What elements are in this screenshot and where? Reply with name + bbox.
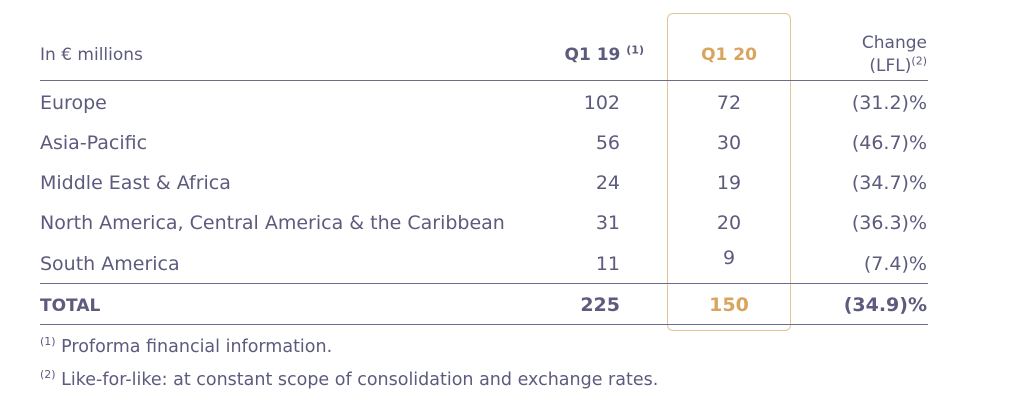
region-cell: Asia-Pacific — [40, 132, 148, 154]
change-cell: (46.7)% — [851, 132, 927, 154]
q1-20-cell: 19 — [716, 172, 742, 194]
total-label: TOTAL — [40, 296, 101, 316]
col-header-q1-19: Q1 19 (1) — [564, 43, 645, 65]
total-top-rule — [40, 283, 928, 284]
q1-19-cell: 102 — [583, 92, 620, 114]
change-cell: (31.2)% — [851, 92, 927, 114]
q1-19-cell: 24 — [595, 172, 620, 194]
unit-label: In € millions — [40, 45, 143, 65]
q1-20-cell: 30 — [716, 132, 742, 154]
q1-19-cell: 11 — [595, 253, 620, 275]
footnote-2: (2) Like-for-like: at constant scope of … — [40, 368, 659, 390]
q1-20-cell: 20 — [716, 212, 742, 234]
col-header-q1-20: Q1 20 — [701, 45, 757, 65]
q1-20-cell: 72 — [716, 92, 742, 114]
change-cell: (7.4)% — [863, 253, 927, 275]
total-q1-20: 150 — [709, 294, 749, 316]
header-rule — [40, 80, 928, 81]
region-cell: Europe — [40, 92, 107, 114]
q1-19-cell: 56 — [595, 132, 620, 154]
q1-20-cell: 9 — [722, 247, 736, 269]
total-q1-19: 225 — [580, 294, 620, 316]
region-cell: North America, Central America & the Car… — [40, 212, 505, 234]
region-cell: Middle East & Africa — [40, 172, 231, 194]
col-header-change: Change (LFL)(2) — [861, 33, 927, 76]
total-change: (34.9)% — [843, 294, 927, 316]
change-cell: (34.7)% — [851, 172, 927, 194]
footnote-1: (1) Proforma financial information. — [40, 335, 333, 357]
region-cell: South America — [40, 253, 180, 275]
q1-19-cell: 31 — [595, 212, 620, 234]
total-bottom-rule — [40, 324, 928, 325]
q1-20-highlight-box — [667, 13, 791, 331]
change-cell: (36.3)% — [851, 212, 927, 234]
